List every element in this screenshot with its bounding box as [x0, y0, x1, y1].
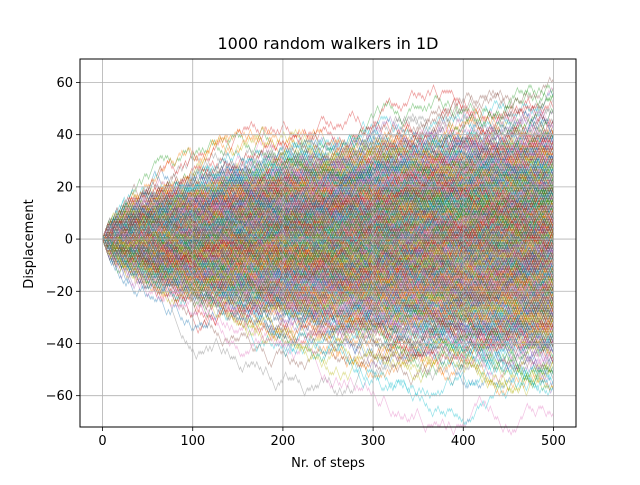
y-tick-label: 60: [56, 76, 73, 91]
y-axis-label: Displacement: [22, 199, 37, 288]
y-tick-label: −40: [46, 337, 73, 352]
x-tick-label: 400: [451, 434, 476, 449]
x-tick-label: 500: [541, 434, 566, 449]
y-tick-label: −60: [46, 389, 73, 404]
y-tick-label: 40: [56, 128, 73, 143]
chart-title: 1000 random walkers in 1D: [218, 34, 439, 53]
x-axis-label: Nr. of steps: [291, 456, 365, 471]
x-tick-label: 0: [98, 434, 106, 449]
x-tick-label: 100: [180, 434, 205, 449]
x-tick-label: 300: [361, 434, 386, 449]
y-tick-label: 0: [65, 233, 73, 248]
y-tick-label: 20: [56, 180, 73, 195]
x-tick-label: 200: [270, 434, 295, 449]
y-tick-label: −20: [46, 285, 73, 300]
